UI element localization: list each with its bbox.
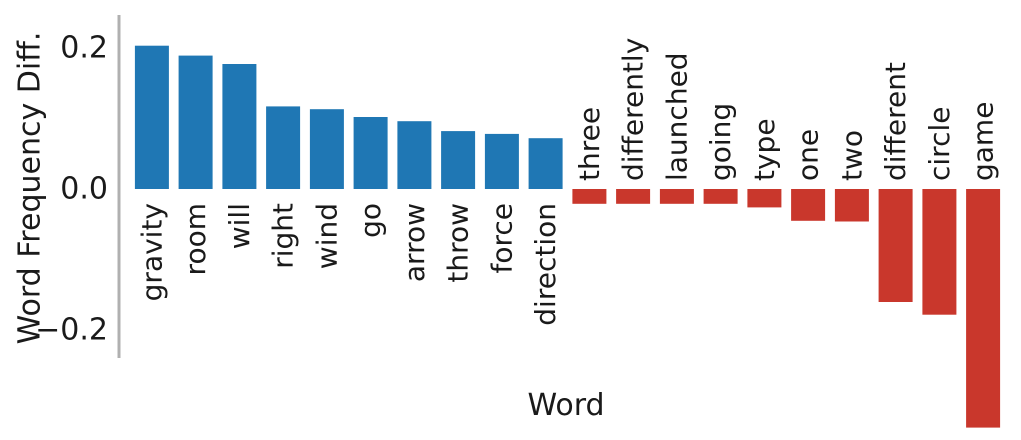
bar-launched — [659, 189, 694, 204]
category-label-three: three — [573, 107, 606, 181]
bar-will — [222, 64, 257, 189]
bar-different — [878, 189, 913, 302]
y-tick-label: 0.0 — [60, 172, 108, 207]
y-tick-label: 0.2 — [60, 30, 108, 65]
category-label-direction: direction — [529, 203, 562, 326]
category-label-will: will — [223, 203, 256, 249]
category-label-one: one — [792, 129, 825, 181]
bar-force — [484, 133, 519, 189]
bar-three — [572, 189, 607, 204]
bar-throw — [441, 131, 476, 189]
bar-one — [791, 189, 826, 221]
y-tick-labels: 0.2 0.0 −0.2 — [35, 30, 108, 347]
y-axis-label: Word Frequency Diff. — [13, 32, 48, 345]
category-label-going: going — [704, 103, 737, 181]
bar-go — [353, 117, 388, 189]
category-label-right: right — [267, 203, 300, 269]
y-axis: 0.2 0.0 −0.2 — [35, 15, 121, 358]
category-label-type: type — [748, 118, 781, 181]
bar-differently — [616, 189, 651, 204]
y-tick-label: −0.2 — [35, 313, 108, 348]
category-label-force: force — [485, 203, 518, 274]
bar-wind — [309, 109, 344, 189]
bar-game — [966, 189, 1001, 428]
category-label-arrow: arrow — [398, 203, 431, 282]
bar-going — [703, 189, 738, 204]
category-label-wind: wind — [310, 203, 343, 269]
x-axis-label: Word — [527, 388, 604, 423]
category-label-circle: circle — [923, 107, 956, 181]
bar-type — [747, 189, 782, 208]
category-label-game: game — [967, 102, 1000, 181]
bar-direction — [528, 138, 563, 189]
bar-circle — [922, 189, 957, 315]
category-label-two: two — [835, 130, 868, 181]
category-label-launched: launched — [660, 52, 693, 181]
category-label-room: room — [179, 203, 212, 275]
category-label-different: different — [879, 62, 912, 181]
category-label-go: go — [354, 203, 387, 238]
category-labels-layer: gravity room will right wind go arrow throw forc… — [135, 38, 999, 326]
category-label-differently: differently — [617, 38, 650, 181]
bar-two — [834, 189, 869, 222]
bar-right — [266, 106, 301, 189]
bar-room — [178, 55, 213, 189]
bar-arrow — [397, 121, 432, 189]
bar-gravity — [134, 45, 169, 190]
category-label-throw: throw — [442, 203, 475, 283]
bars-layer — [134, 45, 1001, 428]
category-label-gravity: gravity — [135, 203, 168, 301]
